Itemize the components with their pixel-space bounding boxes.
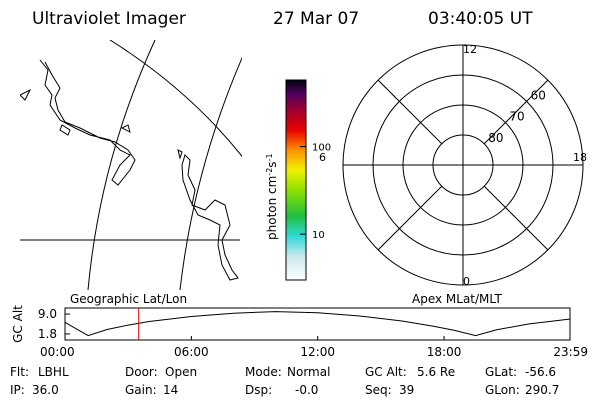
coastline [20,88,183,160]
info-value: 36.0 [32,383,59,397]
date: 27 Mar 07 [273,9,359,29]
mlt-label: 12 [463,43,477,56]
x-tick-label: 18:00 [427,345,462,359]
y-tick-label: 9.0 [38,307,57,321]
info-value: Normal [287,365,330,379]
info-value: 14 [163,383,178,397]
colorbar-tick-label: 10 [312,230,325,241]
lat-label: 60 [531,88,546,102]
x-tick-label: 06:00 [174,345,209,359]
info-value: 5.6 Re [417,365,455,379]
meridian [179,56,242,290]
mlt-label: 0 [463,275,470,288]
colorbar-tick-label: 100 [312,143,331,154]
orbit-right-label: Apex MLat/MLT [412,292,502,306]
info-label: Door: [125,365,158,379]
lat-label: 80 [488,131,503,145]
info-label: IP: [10,383,25,397]
y-tick-label: 1.8 [38,327,57,341]
colorbar-label: photon cm-2s-1 [265,153,279,240]
orbit-plot: 9.0 1.8 00:00 06:00 12:00 18:00 23:59 [38,307,588,359]
mlt-spoke [377,79,443,145]
map [20,40,242,290]
mlt-label: 18 [573,151,587,164]
info-value: 39 [399,383,414,397]
coastline [59,124,131,136]
info-label: Dsp: [245,383,272,397]
info-label: GC Alt: [365,365,407,379]
altitude-curve [64,311,571,337]
meridian [87,40,156,290]
info-value: Open [165,365,197,379]
coastline [39,59,136,186]
parallel [109,40,242,158]
info-label: Gain: [125,383,157,397]
x-tick-label: 00:00 [40,345,75,359]
info-label: GLat: [485,365,517,379]
info-label: Flt: [10,365,29,379]
info-label: Mode: [245,365,282,379]
info-value: -0.0 [295,383,318,397]
info-label: GLon: [485,383,520,397]
colorbar: photon cm-2s-1 10 100 [265,79,331,281]
mlt-label: 6 [319,151,326,164]
info-panel: Flt: LBHL Door: Open Mode: Normal GC Alt: 5.6 R… [10,365,559,397]
info-value: LBHL [38,365,69,379]
x-tick-label: 23:59 [553,345,588,359]
info-label: Seq: [365,383,392,397]
x-tick-label: 12:00 [300,345,335,359]
orbit-left-label: Geographic Lat/Lon [70,292,187,306]
lat-label: 70 [509,110,524,124]
mlt-spoke [483,185,549,251]
coastline [181,154,239,281]
orbit-y-label: GC Alt [11,305,25,343]
colorbar-scale [285,79,307,281]
info-value: 290.7 [525,383,559,397]
title: Ultraviolet Imager [32,9,186,29]
mlt-spoke [377,185,443,251]
time: 03:40:05 UT [428,9,533,29]
info-value: -56.6 [525,365,556,379]
mlt-spoke [483,79,549,145]
